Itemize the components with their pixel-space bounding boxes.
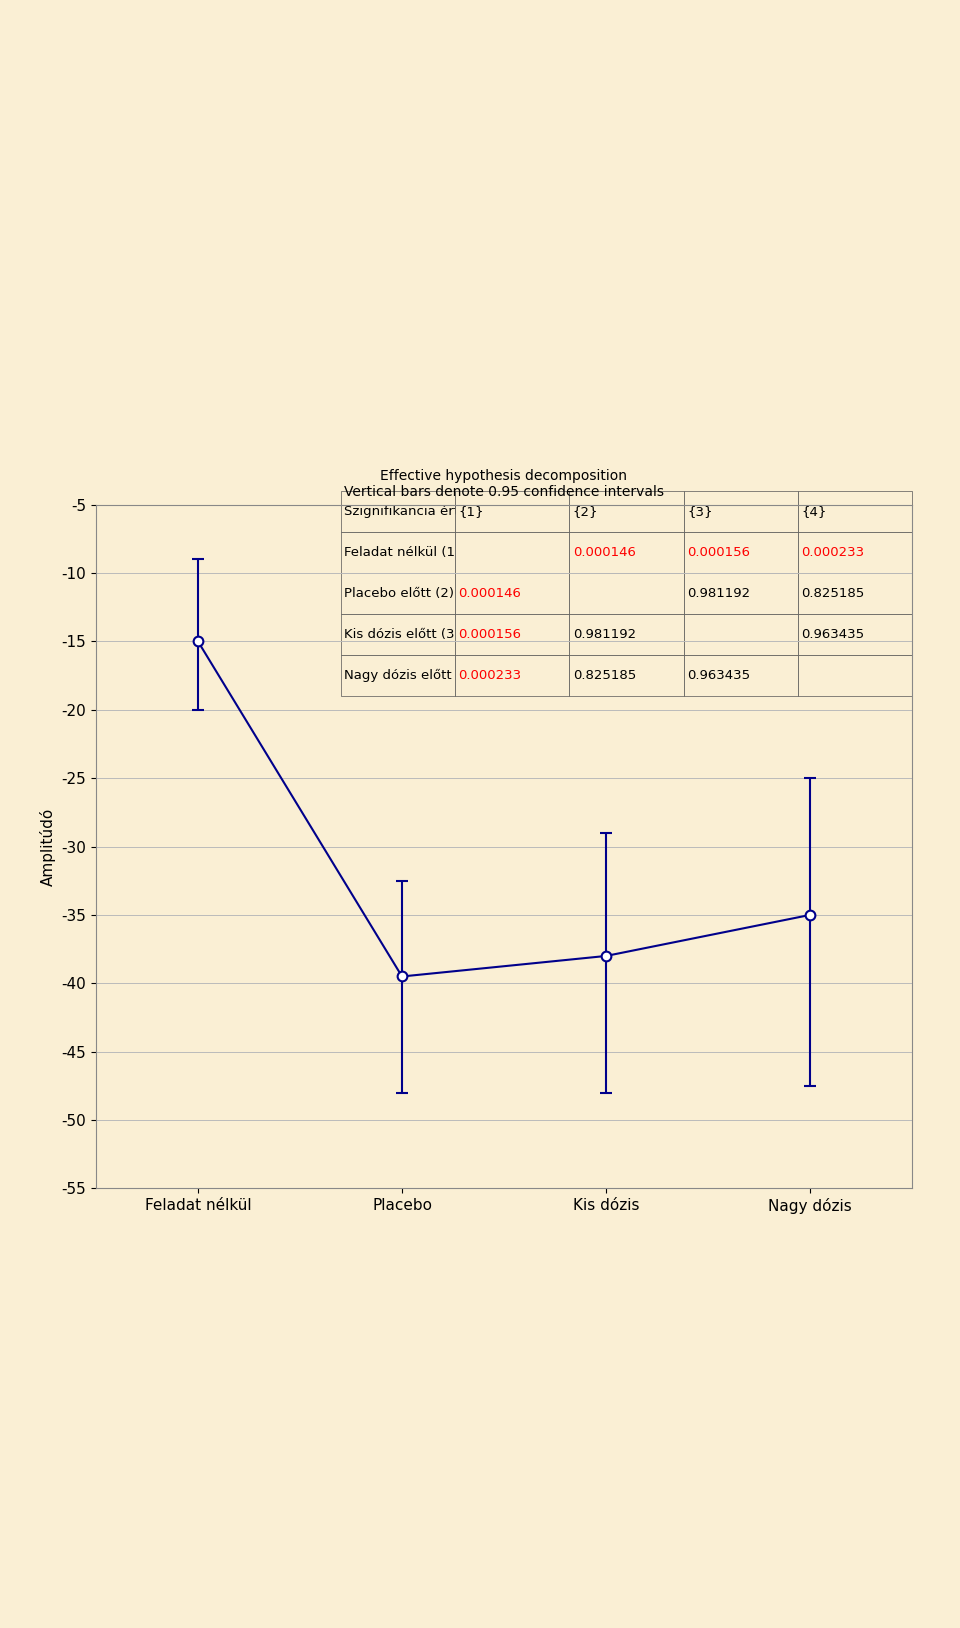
Title: Effective hypothesis decomposition
Vertical bars denote 0.95 confidence interval: Effective hypothesis decomposition Verti…	[344, 469, 664, 500]
Y-axis label: Amplitúdó: Amplitúdó	[40, 807, 56, 886]
